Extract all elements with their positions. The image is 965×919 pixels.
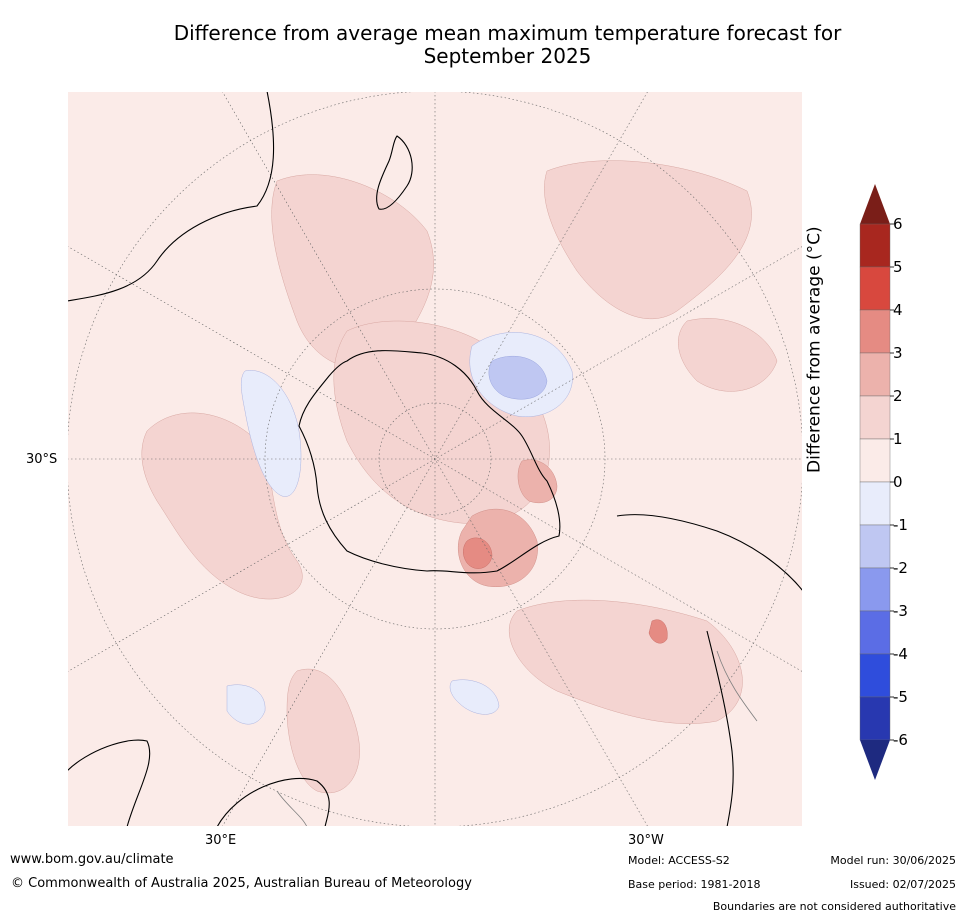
- colorbar-tick-label: -5: [893, 688, 908, 706]
- colorbar-segment: [859, 696, 891, 741]
- anomaly-cool: [488, 355, 548, 400]
- colorbar-tick-label: 3: [893, 344, 903, 362]
- south-america-coast: [616, 514, 803, 592]
- colorbar-segment: [859, 481, 891, 526]
- africa-coast: [67, 739, 151, 827]
- colorbar-segment: [859, 438, 891, 483]
- colorbar-segment: [859, 610, 891, 655]
- lat-label-30s: 30°S: [26, 452, 58, 467]
- anomaly-region-atlantic: [544, 160, 752, 320]
- anomaly-light-warm: [141, 160, 778, 794]
- colorbar-segments: [859, 184, 891, 780]
- colorbar-segment: [859, 567, 891, 612]
- southern-africa-coast: [216, 777, 330, 827]
- colorbar-segment: [859, 524, 891, 569]
- footer-copyright: © Commonwealth of Australia 2025, Austra…: [11, 876, 472, 891]
- colorbar: 6 5 4 3 2 1 0 -1 -2 -3 -4 -5 -6: [859, 184, 908, 780]
- colorbar-tick-label: 5: [893, 258, 903, 276]
- colorbar-tick-label: 1: [893, 430, 903, 448]
- colorbar-segment: [859, 395, 891, 440]
- title-line-2: September 2025: [423, 44, 592, 68]
- footer-model: Model: ACCESS-S2: [628, 854, 730, 867]
- graticule-circle-middle: [264, 288, 606, 630]
- colorbar-tick-label: -3: [893, 602, 908, 620]
- map-title: Difference from average mean maximum tem…: [60, 22, 955, 68]
- anomaly-region-south-pacific: [286, 668, 360, 794]
- anomaly-region-drake: [517, 459, 558, 504]
- anomaly-region-south-atlantic-core: [648, 619, 668, 644]
- footer-url[interactable]: www.bom.gov.au/climate: [10, 852, 174, 867]
- colorbar-tick-label: 2: [893, 387, 903, 405]
- colorbar-title: Difference from average (°C): [804, 226, 825, 473]
- anomaly-region-south-atlantic: [508, 599, 743, 724]
- footer-base-period: Base period: 1981-2018: [628, 878, 761, 891]
- anomaly-region-indian-cool: [241, 370, 302, 497]
- map-frame: [67, 91, 803, 827]
- colorbar-segment: [859, 223, 891, 268]
- meridian-150: [221, 91, 649, 827]
- colorbar-segment: [859, 352, 891, 397]
- colorbar-segment: [859, 266, 891, 311]
- colorbar-tick-label: -2: [893, 559, 908, 577]
- anomaly-region-amundsen-core: [488, 355, 548, 400]
- footer-disclaimer: Boundaries are not considered authoritat…: [712, 900, 956, 913]
- border-chile-argentina: [716, 650, 758, 722]
- colorbar-tick-label: -6: [893, 731, 908, 749]
- anomaly-region-east: [678, 318, 778, 392]
- colorbar-tick-label: 6: [893, 215, 903, 233]
- colorbar-tick-label: -1: [893, 516, 908, 534]
- anomaly-region-south-cool: [449, 679, 500, 715]
- footer-model-run: Model run: 30/06/2025: [830, 854, 956, 867]
- graticule: [67, 91, 803, 827]
- antarctica-coast: [298, 350, 561, 574]
- footer-issued: Issued: 02/07/2025: [849, 878, 956, 891]
- anomaly-region-southwest-cool: [226, 684, 266, 725]
- country-borders: [276, 650, 758, 827]
- title-line-1: Difference from average mean maximum tem…: [173, 21, 842, 45]
- lon-label-30w: 30°W: [628, 833, 664, 848]
- colorbar-segment: [859, 309, 891, 354]
- colorbar-under-triangle: [860, 740, 890, 780]
- south-america-west-coast: [706, 630, 734, 827]
- lon-label-30e: 30°E: [205, 833, 237, 848]
- coastlines: [67, 91, 803, 827]
- new-zealand-coast: [376, 135, 413, 210]
- border-southern-africa: [276, 790, 308, 827]
- colorbar-tick-label: 0: [893, 473, 903, 491]
- colorbar-tick-label: 4: [893, 301, 903, 319]
- colorbar-tick-label: -4: [893, 645, 908, 663]
- forecast-map: [67, 91, 803, 827]
- colorbar-segment: [859, 653, 891, 698]
- colorbar-over-triangle: [860, 184, 890, 224]
- australia-coast: [67, 91, 275, 302]
- colorbar-ticks: 6 5 4 3 2 1 0 -1 -2 -3 -4 -5 -6: [890, 215, 908, 749]
